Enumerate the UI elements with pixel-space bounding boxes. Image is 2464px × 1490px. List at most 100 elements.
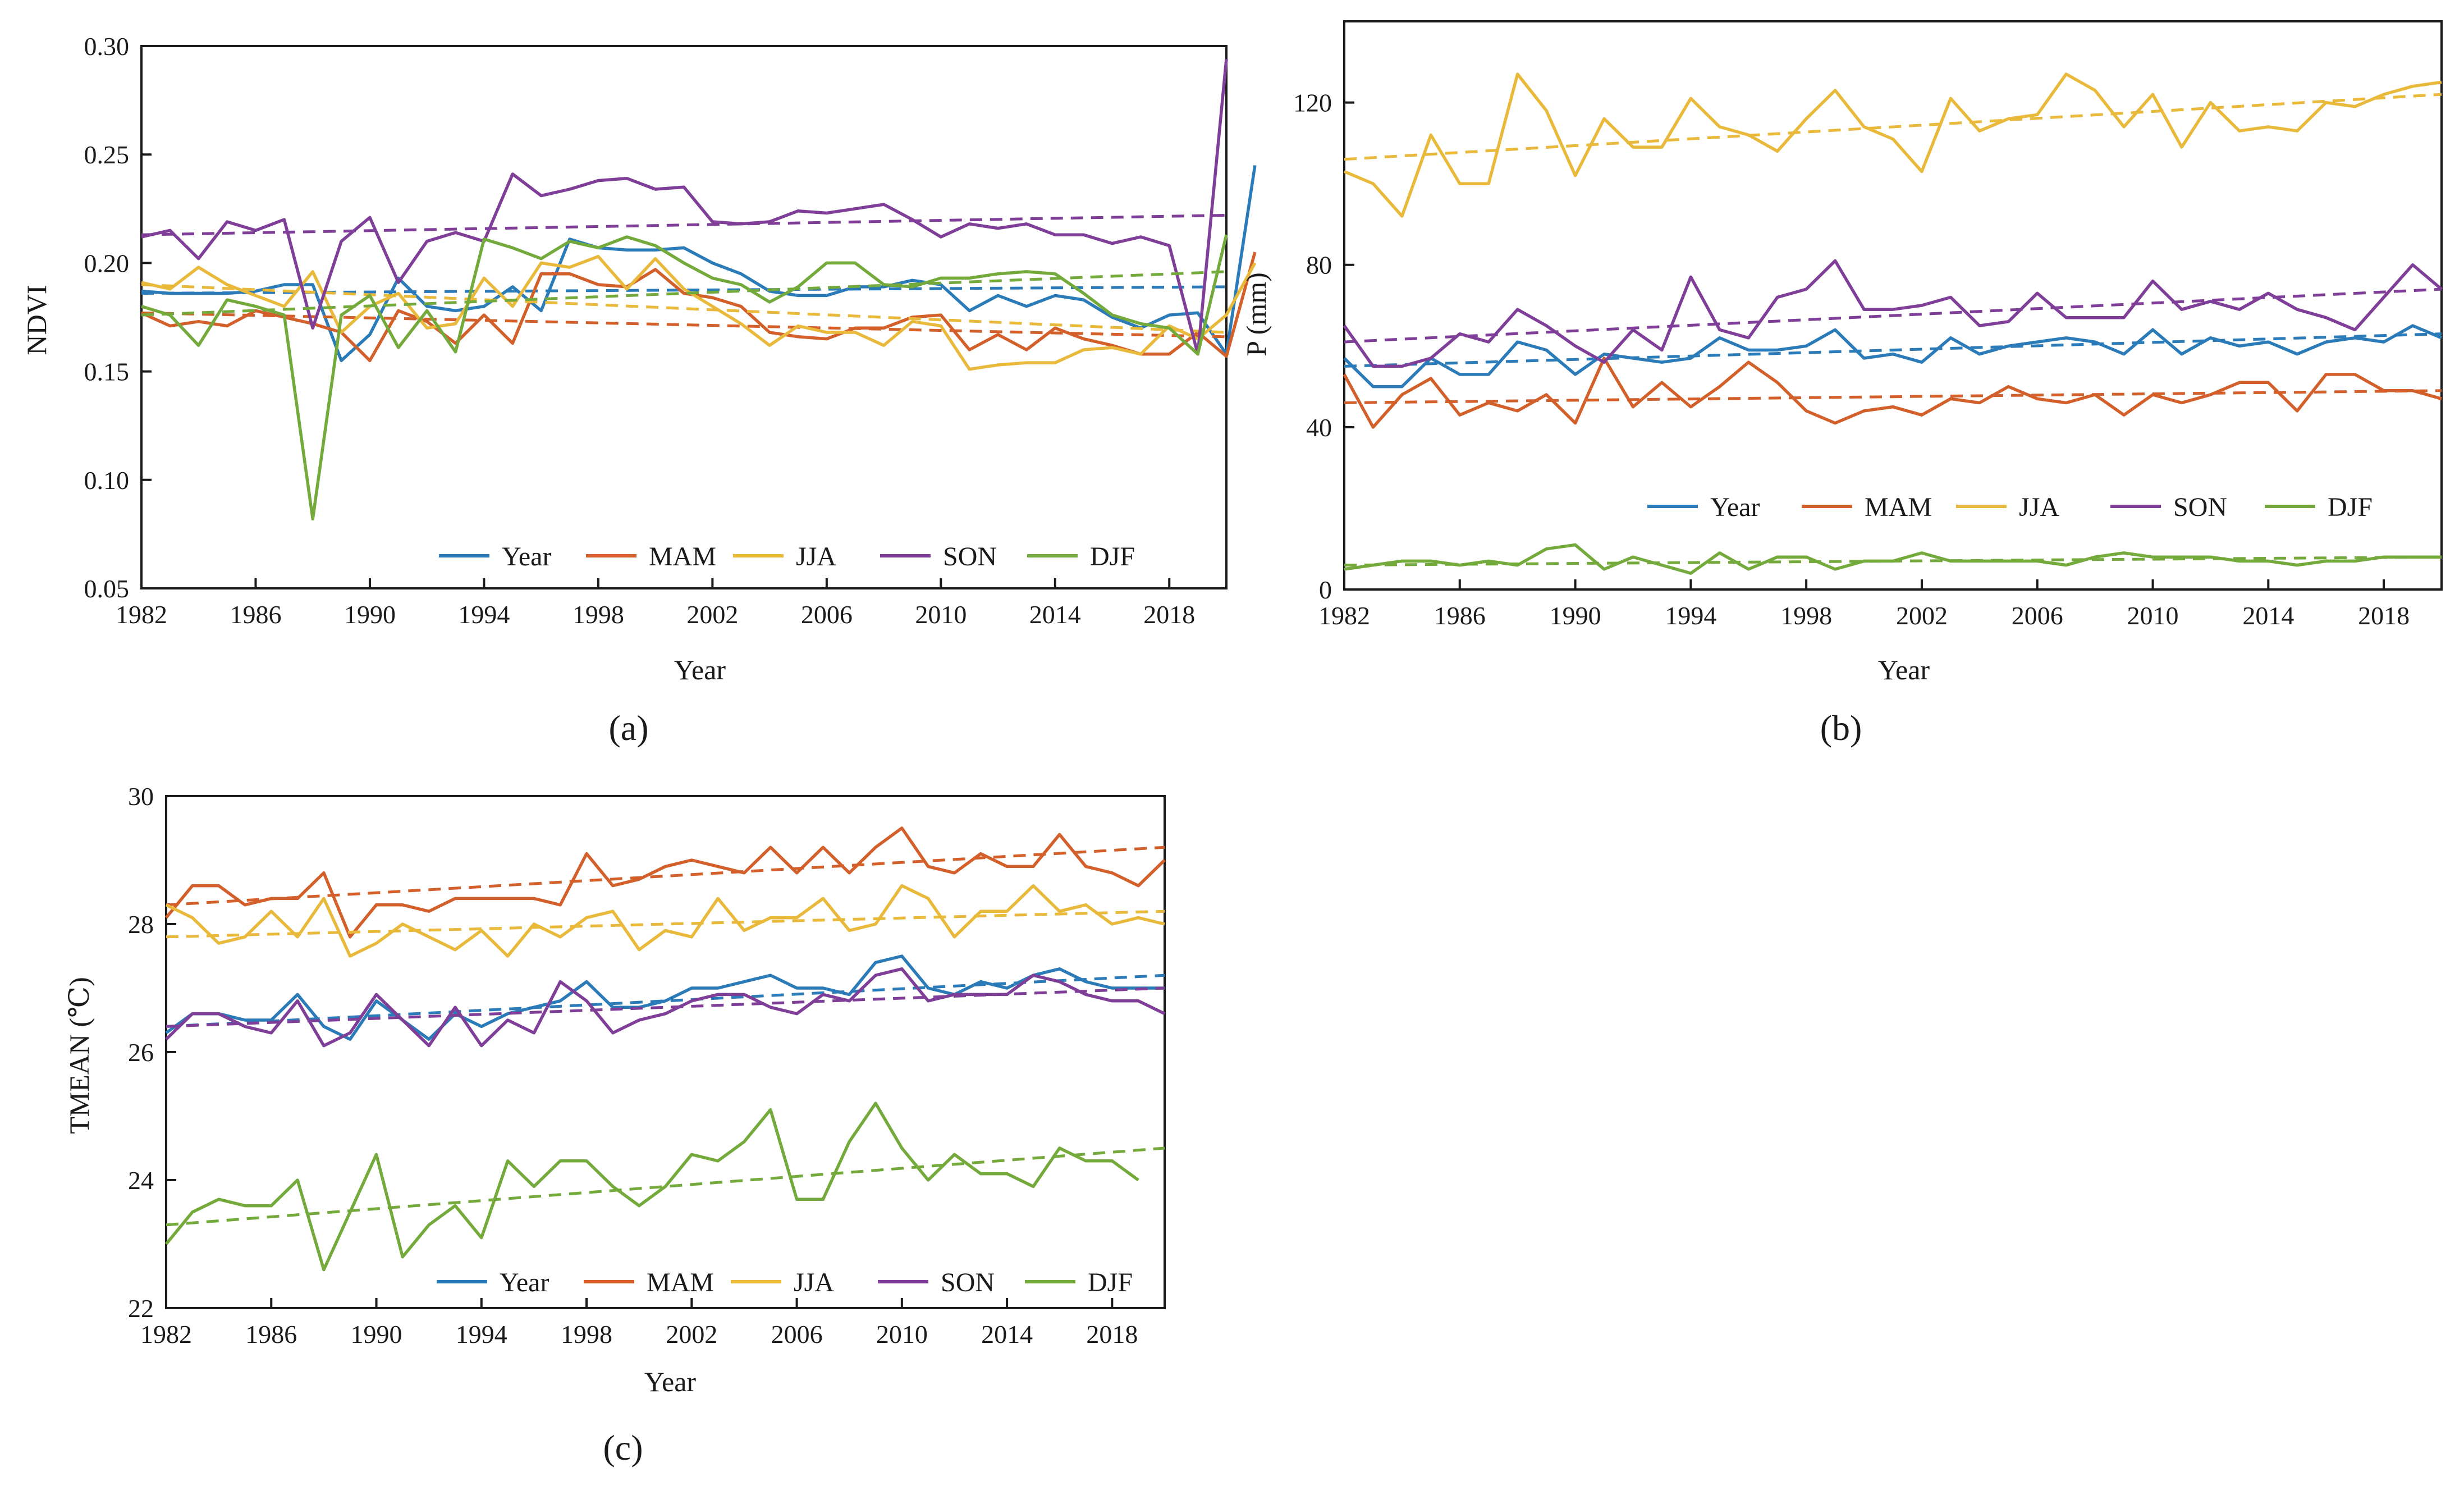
panel-b-label: (b) bbox=[1820, 708, 1862, 748]
y-tick-label: 40 bbox=[1306, 413, 1332, 442]
x-tick-label: 1990 bbox=[344, 600, 396, 629]
trend-line-son bbox=[141, 213, 1227, 236]
x-tick-label: 2010 bbox=[876, 1320, 928, 1349]
y-tick-label: 26 bbox=[128, 1038, 154, 1067]
x-tick-label: 1994 bbox=[458, 600, 510, 629]
series-line-mam bbox=[140, 252, 1257, 363]
y-tick-label: 80 bbox=[1306, 251, 1332, 280]
legend-label-son: SON bbox=[941, 1268, 995, 1297]
x-tick-label: 1990 bbox=[1550, 601, 1601, 630]
x-tick-label: 1986 bbox=[230, 600, 281, 629]
x-tick-label: 2002 bbox=[1896, 601, 1948, 630]
legend-label-mam: MAM bbox=[649, 542, 716, 572]
series-line-son bbox=[1343, 259, 2443, 368]
y-tick-label: 24 bbox=[128, 1166, 154, 1195]
series-line-year bbox=[165, 954, 1165, 1041]
trend-line-mam bbox=[166, 845, 1165, 907]
series-line-son bbox=[141, 58, 1228, 356]
legend-label-year: Year bbox=[1710, 492, 1760, 522]
x-tick-label: 2014 bbox=[1029, 600, 1081, 629]
x-tick-label: 1990 bbox=[351, 1320, 402, 1349]
trend-line-son bbox=[166, 986, 1165, 1028]
series-line-jja bbox=[165, 884, 1165, 958]
legend-label-djf: DJF bbox=[1090, 542, 1135, 572]
panel-c-xlabel: Year bbox=[644, 1366, 696, 1397]
x-tick-label: 1986 bbox=[1434, 601, 1486, 630]
legend-label-jja: JJA bbox=[796, 542, 836, 572]
x-tick-label: 2006 bbox=[801, 600, 853, 629]
trend-line-year bbox=[166, 973, 1165, 1028]
x-tick-label: 1998 bbox=[561, 1320, 612, 1349]
y-tick-label: 0.20 bbox=[84, 249, 130, 277]
series-line-mam bbox=[164, 826, 1166, 939]
y-tick-label: 22 bbox=[128, 1294, 154, 1323]
x-tick-label: 2006 bbox=[771, 1320, 823, 1349]
y-tick-label: 0.30 bbox=[84, 32, 130, 61]
x-tick-label: 2002 bbox=[686, 600, 738, 629]
x-tick-label: 1982 bbox=[140, 1320, 192, 1349]
x-tick-label: 1994 bbox=[456, 1320, 507, 1349]
panel-c-temperature-chart: TMEAN (℃) Year (c) 1982 1986 1990 1994 1998 2… bbox=[63, 782, 1166, 1468]
series-line-djf bbox=[141, 234, 1228, 521]
y-tick-label: 0 bbox=[1319, 575, 1332, 604]
plot-frame bbox=[165, 795, 1166, 1309]
series-line-djf bbox=[164, 1101, 1139, 1272]
series-line-jja bbox=[141, 255, 1257, 371]
x-tick-label: 2014 bbox=[2242, 601, 2294, 630]
x-tick-label: 2010 bbox=[2127, 601, 2179, 630]
trend-line-djf bbox=[166, 1146, 1165, 1227]
x-tick-label: 2014 bbox=[981, 1320, 1033, 1349]
legend-label-son: SON bbox=[2173, 492, 2227, 522]
legend-label-year: Year bbox=[502, 542, 551, 572]
series-line-mam bbox=[1343, 356, 2442, 429]
x-tick-label: 1986 bbox=[245, 1320, 297, 1349]
panel-a-xlabel: Year bbox=[674, 654, 726, 685]
panel-b-ylabel: P (mm) bbox=[1240, 272, 1272, 356]
plot-frame bbox=[1343, 20, 2443, 591]
legend-label-jja: JJA bbox=[2019, 492, 2059, 522]
panel-a-ndvi-chart: NDVI Year (a) 1982 1986 1990 1994 1998 2002 20… bbox=[21, 32, 1257, 748]
legend-label-jja: JJA bbox=[794, 1268, 834, 1297]
x-tick-label: 2006 bbox=[2012, 601, 2063, 630]
legend-label-djf: DJF bbox=[2328, 492, 2373, 522]
legend-label-djf: DJF bbox=[1088, 1268, 1133, 1297]
x-tick-label: 1998 bbox=[573, 600, 624, 629]
legend-label-son: SON bbox=[943, 542, 997, 572]
y-tick-label: 120 bbox=[1293, 89, 1332, 117]
x-tick-label: 2018 bbox=[2358, 601, 2410, 630]
y-tick-label: 0.25 bbox=[84, 140, 130, 169]
x-tick-label: 2018 bbox=[1086, 1320, 1138, 1349]
series-line-year bbox=[1343, 324, 2443, 389]
y-tick-label: 0.05 bbox=[84, 574, 130, 603]
legend-label-year: Year bbox=[500, 1268, 549, 1297]
trend-line-mam bbox=[141, 311, 1227, 339]
x-tick-label: 2002 bbox=[666, 1320, 717, 1349]
panel-b-precipitation-chart: P (mm) Year (b) 1982 1986 1990 1994 1998 2002… bbox=[1240, 20, 2443, 748]
legend-label-mam: MAM bbox=[647, 1268, 714, 1297]
x-tick-label: 1982 bbox=[116, 600, 167, 629]
panel-a-label: (a) bbox=[608, 708, 648, 748]
x-tick-label: 2010 bbox=[915, 600, 967, 629]
panel-b-xlabel: Year bbox=[1878, 654, 1930, 685]
x-tick-label: 1994 bbox=[1665, 601, 1716, 630]
series-line-son bbox=[165, 967, 1166, 1048]
trend-line-jja bbox=[1344, 93, 2442, 161]
panel-a-ylabel: NDVI bbox=[21, 285, 52, 355]
trend-line-mam bbox=[1344, 389, 2442, 404]
panel-c-label: (c) bbox=[603, 1428, 643, 1468]
y-tick-label: 0.10 bbox=[84, 466, 130, 495]
series-line-jja bbox=[1343, 72, 2442, 218]
y-tick-label: 30 bbox=[128, 782, 154, 811]
x-tick-label: 1982 bbox=[1318, 601, 1370, 630]
series-line-year bbox=[141, 165, 1257, 363]
series-line-djf bbox=[1344, 543, 2442, 575]
y-tick-label: 0.15 bbox=[84, 358, 130, 386]
trend-line-jja bbox=[166, 909, 1165, 939]
panel-c-ylabel: TMEAN (℃) bbox=[63, 977, 95, 1134]
x-tick-label: 1998 bbox=[1780, 601, 1832, 630]
legend-label-mam: MAM bbox=[1865, 492, 1932, 522]
x-tick-label: 2018 bbox=[1143, 600, 1195, 629]
trend-line-year bbox=[1344, 332, 2442, 368]
y-tick-label: 28 bbox=[128, 910, 154, 939]
